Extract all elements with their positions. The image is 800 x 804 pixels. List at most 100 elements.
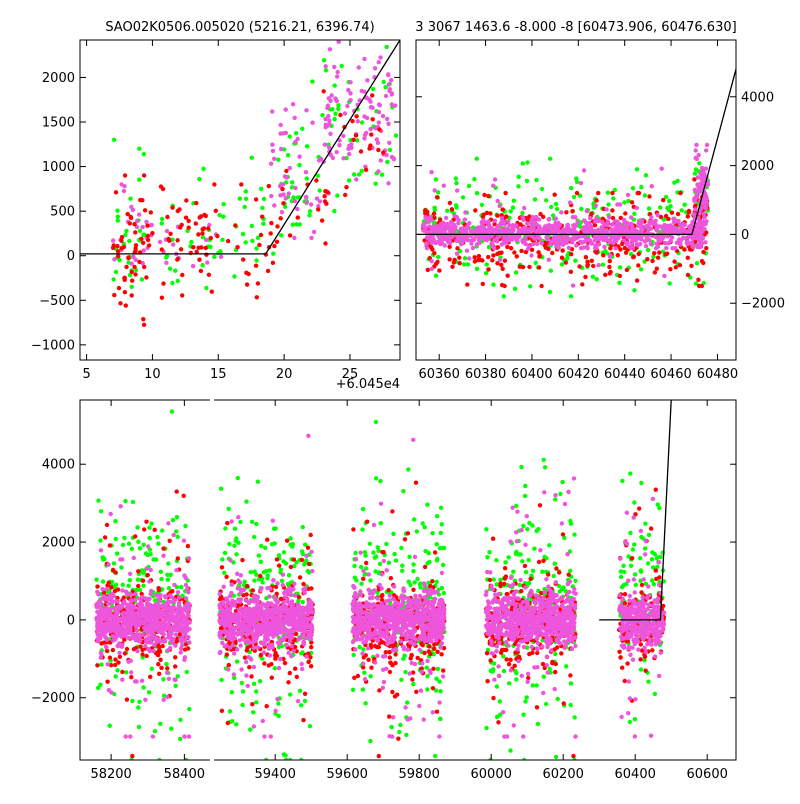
data-point-red (430, 579, 434, 583)
data-point-red (235, 245, 239, 249)
data-point-red (309, 586, 313, 590)
data-point-red (161, 187, 165, 191)
data-point-magenta (502, 241, 506, 245)
data-point-magenta (129, 659, 133, 663)
data-point-red (146, 238, 150, 242)
data-point-red (279, 216, 283, 220)
data-point-green (631, 186, 635, 190)
data-point-magenta (158, 240, 162, 244)
data-point-red (645, 257, 649, 261)
data-point-red (245, 282, 249, 286)
data-point-green (360, 120, 364, 124)
data-point-red (180, 293, 184, 297)
data-point-green (98, 683, 102, 687)
data-point-red (575, 191, 579, 195)
data-point-magenta (559, 210, 563, 214)
data-point-green (399, 546, 403, 550)
data-point-green (491, 669, 495, 673)
data-point-magenta (702, 212, 706, 216)
data-point-red (210, 290, 214, 294)
data-point-green (569, 703, 573, 707)
data-point-red (183, 647, 187, 651)
data-point-magenta (269, 194, 273, 198)
data-point-magenta (148, 592, 152, 596)
data-point-magenta (170, 595, 174, 599)
data-point-magenta (455, 252, 459, 256)
data-point-red (109, 585, 113, 589)
data-point-magenta (693, 198, 697, 202)
data-point-red (434, 262, 438, 266)
data-point-red (326, 190, 330, 194)
data-point-red (438, 218, 442, 222)
data-point-green (549, 269, 553, 273)
data-point-magenta (424, 225, 428, 229)
data-point-green (101, 579, 105, 583)
data-point-red (140, 198, 144, 202)
data-point-red (536, 250, 540, 254)
data-point-green (644, 173, 648, 177)
data-point-magenta (594, 246, 598, 250)
data-point-green (223, 551, 227, 555)
data-point-red (113, 657, 117, 661)
data-point-red (267, 184, 271, 188)
data-point-magenta (128, 572, 132, 576)
data-point-red (146, 573, 150, 577)
data-point-magenta (704, 167, 708, 171)
data-point-green (517, 175, 521, 179)
data-point-magenta (204, 238, 208, 242)
data-point-green (533, 197, 537, 201)
data-point-red (476, 258, 480, 262)
data-point-magenta (700, 166, 704, 170)
data-point-green (244, 240, 248, 244)
data-point-red (283, 661, 287, 665)
data-point-magenta (347, 152, 351, 156)
data-point-red (682, 247, 686, 251)
data-point-magenta (444, 226, 448, 230)
data-point-red (505, 245, 509, 249)
data-point-red (303, 692, 307, 696)
data-point-magenta (280, 210, 284, 214)
data-point-red (596, 191, 600, 195)
data-point-green (536, 527, 540, 531)
data-point-magenta (430, 259, 434, 263)
data-point-green (353, 551, 357, 555)
data-point-green (658, 205, 662, 209)
data-point-green (223, 526, 227, 530)
data-point-red (140, 652, 144, 656)
data-point-magenta (585, 246, 589, 250)
data-point-red (678, 263, 682, 267)
data-point-magenta (169, 609, 173, 613)
data-point-green (340, 64, 344, 68)
data-point-green (141, 233, 145, 237)
data-point-magenta (165, 229, 169, 233)
data-point-magenta (699, 242, 703, 246)
data-point-red (585, 263, 589, 267)
data-point-green (525, 179, 529, 183)
data-point-green (160, 217, 164, 221)
data-point-magenta (597, 263, 601, 267)
data-point-red (473, 208, 477, 212)
data-point-magenta (535, 222, 539, 226)
data-point-magenta (442, 232, 446, 236)
data-point-green (374, 420, 378, 424)
panel-top-left-xtick-label: 20 (276, 367, 293, 382)
data-point-green (484, 726, 488, 730)
data-point-green (518, 552, 522, 556)
data-point-green (121, 583, 125, 587)
data-point-magenta (132, 556, 136, 560)
panel-top-left-ytick-label: −500 (39, 294, 75, 309)
data-point-red (113, 570, 117, 574)
data-point-green (288, 543, 292, 547)
data-point-red (608, 259, 612, 263)
data-point-magenta (635, 206, 639, 210)
data-point-magenta (656, 213, 660, 217)
data-point-red (116, 249, 120, 253)
data-point-red (245, 584, 249, 588)
data-point-green (201, 167, 205, 171)
data-point-magenta (177, 601, 181, 605)
data-point-magenta (628, 245, 632, 249)
data-point-magenta (357, 65, 361, 69)
data-point-green (391, 532, 395, 536)
data-point-green (153, 729, 157, 733)
data-point-green (434, 274, 438, 278)
